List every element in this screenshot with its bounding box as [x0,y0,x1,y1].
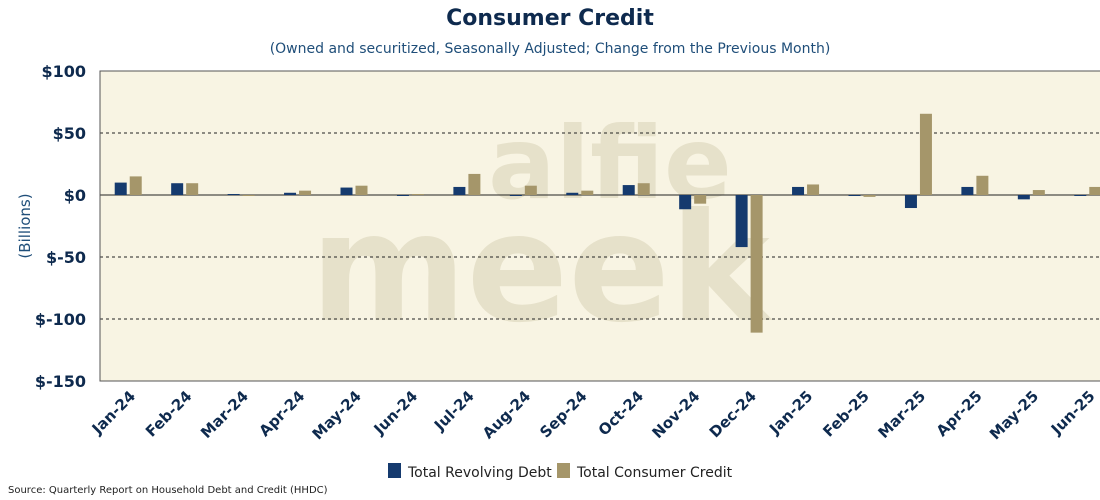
x-tick-label: Feb-25 [819,387,872,440]
bar-revolving-debt-sep-24 [566,192,579,195]
bar-consumer-credit-mar-25 [919,113,932,195]
bar-revolving-debt-may-25 [1017,195,1030,200]
bar-consumer-credit-jun-24 [411,194,424,196]
bar-revolving-debt-jul-24 [453,186,466,195]
x-tick-label: Mar-24 [197,387,252,442]
x-tick-label: Jan-24 [88,387,139,438]
bar-consumer-credit-jan-25 [807,184,820,195]
bar-consumer-credit-sep-24 [581,190,594,195]
x-tick-label: May-24 [309,387,365,443]
gridlines [100,132,1100,320]
plot-border [99,70,1100,382]
y-axis-ticks: $100 $50 $0 $-50 $-100 $-150 [35,62,86,391]
y-tick-label: $50 [53,124,86,143]
chart-title: Consumer Credit [446,6,654,31]
chart-subtitle: (Owned and securitized, Seasonally Adjus… [269,41,831,57]
x-tick-label: Apr-25 [933,387,986,440]
x-tick-label: Sep-24 [536,387,590,441]
bar-consumer-credit-mar-24 [242,195,255,196]
x-tick-label: Jun-24 [370,387,422,439]
bar-consumer-credit-jun-25 [1089,186,1100,195]
bar-consumer-credit-may-24 [355,185,368,195]
bar-consumer-credit-aug-24 [524,185,537,195]
bar-consumer-credit-nov-24 [694,195,707,204]
x-tick-label: Jul-24 [430,387,478,435]
y-tick-label: $0 [64,186,86,205]
bar-revolving-debt-oct-24 [622,185,635,195]
x-tick-label: Dec-24 [706,387,760,441]
bar-revolving-debt-apr-24 [284,192,297,195]
y-tick-label: $100 [41,62,86,81]
bar-consumer-credit-apr-25 [976,175,989,195]
bar-consumer-credit-jul-24 [468,173,481,195]
x-axis-ticks: Jan-24 Feb-24 Mar-24 Apr-24 May-24 Jun-24 Jul-… [88,387,1099,443]
bar-revolving-debt-feb-25 [848,195,861,196]
y-axis-label: (Billions) [16,193,34,258]
x-tick-label: Apr-24 [255,387,308,440]
x-tick-label: Feb-24 [142,387,195,440]
x-tick-label: Jun-25 [1047,387,1099,439]
bar-revolving-debt-nov-24 [679,195,692,210]
watermark-line1: alfie [488,105,732,222]
x-tick-label: Aug-24 [479,387,534,442]
bar-revolving-debt-jun-25 [1074,195,1087,196]
bar-consumer-credit-feb-24 [186,183,199,195]
x-tick-label: Oct-24 [595,387,647,439]
bar-revolving-debt-may-24 [340,187,353,195]
x-tick-label: Nov-24 [649,387,704,442]
bar-revolving-debt-mar-24 [227,194,240,196]
bar-revolving-debt-apr-25 [961,186,974,195]
y-tick-label: $-50 [46,248,86,267]
watermark-line2: meek [310,182,773,356]
x-tick-label: May-25 [986,387,1042,443]
bar-consumer-credit-jan-24 [129,176,142,195]
bar-consumer-credit-feb-25 [863,195,876,197]
bar-consumer-credit-apr-24 [299,190,312,195]
legend: Total Revolving Debt Total Consumer Credi… [388,463,733,481]
x-tick-label: Mar-25 [874,387,929,442]
y-tick-label: $-150 [35,372,86,391]
bar-consumer-credit-dec-24 [750,195,763,333]
legend-label: Total Consumer Credit [576,465,733,481]
bar-revolving-debt-dec-24 [735,195,748,248]
bar-revolving-debt-feb-24 [171,183,184,195]
y-tick-label: $-100 [35,310,86,329]
watermark: alfie meek [310,105,773,356]
x-tick-label: Jan-25 [765,387,816,438]
bar-revolving-debt-jun-24 [396,195,409,196]
legend-swatch [388,463,401,478]
bar-revolving-debt-aug-24 [509,195,522,196]
bar-consumer-credit-may-25 [1032,190,1045,195]
legend-swatch [557,463,570,478]
bar-revolving-debt-jan-25 [792,186,805,195]
bars [114,113,1100,333]
bar-revolving-debt-mar-25 [904,195,917,209]
source-note: Source: Quarterly Report on Household De… [8,485,328,496]
bar-consumer-credit-oct-24 [637,183,650,195]
bar-revolving-debt-jan-24 [114,182,127,195]
plot-area [100,71,1100,381]
legend-label: Total Revolving Debt [407,465,552,481]
